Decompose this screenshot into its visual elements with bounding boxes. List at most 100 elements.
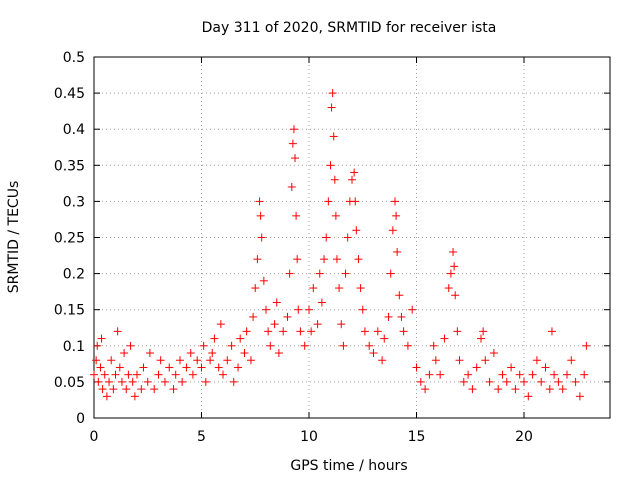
data-point: [356, 284, 365, 293]
data-point: [313, 320, 322, 329]
data-point: [468, 385, 477, 394]
data-point: [93, 341, 102, 350]
data-point: [90, 370, 98, 379]
data-point: [296, 327, 305, 336]
y-tick-label: 0.35: [54, 158, 85, 174]
data-point: [193, 356, 202, 365]
data-point: [169, 385, 178, 394]
data-point: [154, 370, 163, 379]
data-point: [528, 370, 537, 379]
data-point: [266, 341, 275, 350]
y-tick-label: 0.5: [63, 50, 85, 66]
data-point: [197, 363, 206, 372]
data-point: [257, 233, 266, 242]
data-point: [249, 312, 258, 321]
data-point: [403, 341, 412, 350]
data-point: [378, 356, 387, 365]
data-point: [279, 327, 288, 336]
data-point: [188, 370, 197, 379]
data-point: [171, 370, 180, 379]
data-point: [223, 356, 232, 365]
data-point: [327, 103, 336, 112]
data-point: [416, 377, 425, 386]
data-point: [317, 298, 326, 307]
data-point: [139, 363, 148, 372]
x-tick-label: 10: [300, 429, 318, 445]
data-point: [309, 284, 318, 293]
data-point: [283, 312, 292, 321]
data-point: [251, 284, 260, 293]
data-point: [214, 363, 223, 372]
data-point: [532, 356, 541, 365]
data-point: [524, 392, 533, 401]
data-point: [178, 377, 187, 386]
data-point: [320, 255, 329, 264]
data-point: [208, 349, 217, 358]
data-point: [305, 305, 313, 314]
data-point: [294, 305, 303, 314]
data-point: [287, 182, 296, 191]
data-point: [365, 341, 374, 350]
data-point: [348, 175, 356, 184]
data-point: [216, 320, 225, 329]
data-point: [393, 247, 402, 256]
data-point: [386, 269, 395, 278]
data-point: [124, 370, 133, 379]
data-point: [97, 334, 106, 343]
data-point: [122, 385, 131, 394]
data-point: [285, 269, 294, 278]
data-point: [234, 363, 243, 372]
y-axis-label: SRMTID / TECUs: [6, 181, 22, 294]
data-point: [494, 385, 503, 394]
data-point: [322, 233, 331, 242]
data-point: [582, 341, 591, 350]
y-tick-label: 0.1: [63, 339, 85, 355]
data-point: [292, 211, 301, 220]
data-point: [384, 312, 393, 321]
data-point: [520, 377, 528, 386]
data-point: [300, 341, 309, 350]
data-point: [481, 356, 490, 365]
data-point: [489, 349, 498, 358]
data-point: [128, 377, 137, 386]
data-point: [450, 262, 459, 271]
data-point: [186, 349, 195, 358]
data-point: [392, 211, 401, 220]
data-point: [380, 334, 389, 343]
data-point: [580, 370, 589, 379]
data-point: [354, 255, 363, 264]
data-point: [145, 349, 154, 358]
data-point: [429, 341, 438, 350]
data-point: [459, 377, 468, 386]
data-point: [515, 370, 524, 379]
data-point: [255, 197, 264, 206]
data-point: [92, 356, 101, 365]
data-point: [395, 291, 404, 300]
data-point: [156, 356, 165, 365]
data-point: [369, 349, 378, 358]
data-point: [133, 370, 141, 379]
data-point: [126, 341, 135, 350]
data-point: [451, 291, 460, 300]
y-tick-label: 0.25: [54, 231, 85, 247]
data-point: [412, 363, 421, 372]
data-point: [315, 269, 324, 278]
data-point: [436, 370, 445, 379]
data-point: [350, 168, 359, 177]
x-tick-label: 0: [90, 429, 99, 445]
data-point: [335, 284, 344, 293]
data-point: [324, 197, 333, 206]
data-points: [90, 89, 591, 401]
data-point: [388, 226, 397, 235]
data-point: [440, 334, 449, 343]
data-point: [143, 377, 152, 386]
data-point: [485, 377, 494, 386]
data-point: [547, 327, 556, 336]
x-tick-label: 15: [408, 429, 426, 445]
data-point: [421, 385, 430, 394]
data-point: [545, 385, 554, 394]
data-point: [464, 370, 473, 379]
data-point: [358, 305, 367, 314]
data-point: [541, 363, 550, 372]
data-point: [115, 363, 124, 372]
